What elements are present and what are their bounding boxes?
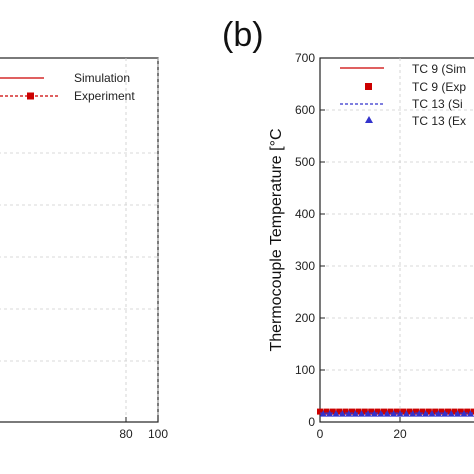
legend-experiment-marker [27,92,34,100]
legend-tc9-sim-label: TC 9 (Sim [412,62,466,76]
panel-b-tc13-exp-point [422,410,430,417]
legend-simulation-label: Simulation [74,71,130,85]
panel-b-tc9-exp-point [393,408,400,415]
legend-tc9-exp-marker [365,83,372,90]
panel-b-tc13-exp-point [326,410,334,417]
panel-b-tc9-exp-point [323,408,330,415]
panel-b-y-tick-label: 700 [295,51,315,65]
panel-a-legend: Simulation Experiment [0,71,135,103]
panel-b-y-tick-label: 600 [295,103,315,117]
panel-b-tc13-exp-point [332,410,340,417]
panel-b-tc13-exp-point [377,410,385,417]
legend-tc13-sim-label: TC 13 (Si [412,97,463,111]
panel-b-tc13-exp-point [466,410,474,417]
panel-b-tc13-exp-point [319,410,327,417]
panel-b-frame [319,57,474,423]
panel-b-y-tick-label: 500 [295,155,315,169]
panel-b-tc9-exp-point [470,408,474,415]
legend-tc13-exp-marker [365,116,373,123]
panel-b-tc13-exp-point [396,410,404,417]
panel-b-tc9-exp-point [317,408,323,415]
panel-b-tc13-exp-point [441,410,449,417]
panel-a-ticks: 80 100 [119,417,168,441]
panel-a: 80 100 Simulation Experiment [0,57,168,441]
panel-b-tc13-exp-point [351,410,359,417]
panel-b-tc9-exp-point [381,408,387,415]
panel-b-tc9-exp-point [361,408,368,415]
panel-b-ticks: 0 100 200 300 400 500 600 700 0 20 [295,51,407,441]
panel-b-legend: TC 9 (Sim TC 9 (Exp TC 13 (Si TC 13 (Ex [340,62,466,128]
panel-a-frame [0,57,159,423]
panel-b-tc9-exp-point [425,408,432,415]
panel-b-tc9-exp-point [432,408,439,415]
panel-b-tc9-exp-point [349,408,355,415]
panel-b-grid [320,58,474,422]
panel-b-tc13-exp-point [428,410,436,417]
panel-b-tc13-exp-point [454,410,462,417]
panel-b-y-tick-label: 0 [308,415,315,429]
panel-b-tc9-exp-point [451,408,458,415]
panel-b-tc9-exp-point [406,408,413,415]
panel-b-x-tick-label: 20 [393,427,407,441]
panel-b-tc9-exp-point [336,408,343,415]
panel-a-grid [0,58,159,422]
panel-b-tc13-exp-point [345,410,353,417]
panel-b-tc9-exp-point [400,408,407,415]
panel-b-series [317,408,474,417]
panel-b-y-tick-label: 200 [295,311,315,325]
panel-b-tc9-exp-point [387,408,394,415]
panel-b-tc9-exp-point [342,408,349,415]
panel-b-tc13-exp-point [383,410,391,417]
panel-b-y-tick-label: 100 [295,363,315,377]
panel-b-x-tick-label: 0 [317,427,324,441]
panel-b-tc13-exp-point [460,410,468,417]
panel-b-tc13-exp-point [390,410,398,417]
panel-b-tc9-exp-point [438,408,445,415]
panel-b-tc9-exp-point [374,408,381,415]
panel-b: 0 100 200 300 400 500 600 700 0 20 Thermocouple T… [268,51,474,441]
panel-b-y-tick-label: 300 [295,259,315,273]
panel-b-tc9-exp-point [329,408,336,415]
panel-b-tc13-exp-point [364,410,372,417]
panel-b-tc13-exp-point [338,410,346,417]
panel-b-tc9-exp-point [413,408,419,415]
panel-a-x-tick-label: 80 [119,427,133,441]
panel-b-tc13-exp-point [402,410,410,417]
panel-b-tc9-exp-point [355,408,362,415]
panel-b-tc13-exp-point [447,410,455,417]
panel-b-tc9-exp-point [464,408,471,415]
legend-experiment-label: Experiment [74,89,135,103]
panel-b-tc13-exp-point [409,410,417,417]
panel-b-tc13-exp-point [415,410,423,417]
panel-b-y-tick-label: 400 [295,207,315,221]
legend-tc13-exp-label: TC 13 (Ex [412,114,466,128]
panel-b-y-axis-label: Thermocouple Temperature [°C [268,128,285,351]
panel-b-tc9-exp-point [419,408,426,415]
panel-b-tc9-exp-point [445,408,451,415]
panel-b-tc9-exp-point [368,408,375,415]
panel-b-tc13-exp-point [434,410,442,417]
panel-a-x-tick-label: 100 [148,427,168,441]
panel-b-tc13-exp-point [358,410,366,417]
panel-b-tc13-exp-point [370,410,378,417]
panel-b-letter: (b) [222,16,264,54]
legend-tc9-exp-label: TC 9 (Exp [412,80,466,94]
panel-b-tc9-exp-point [457,408,464,415]
